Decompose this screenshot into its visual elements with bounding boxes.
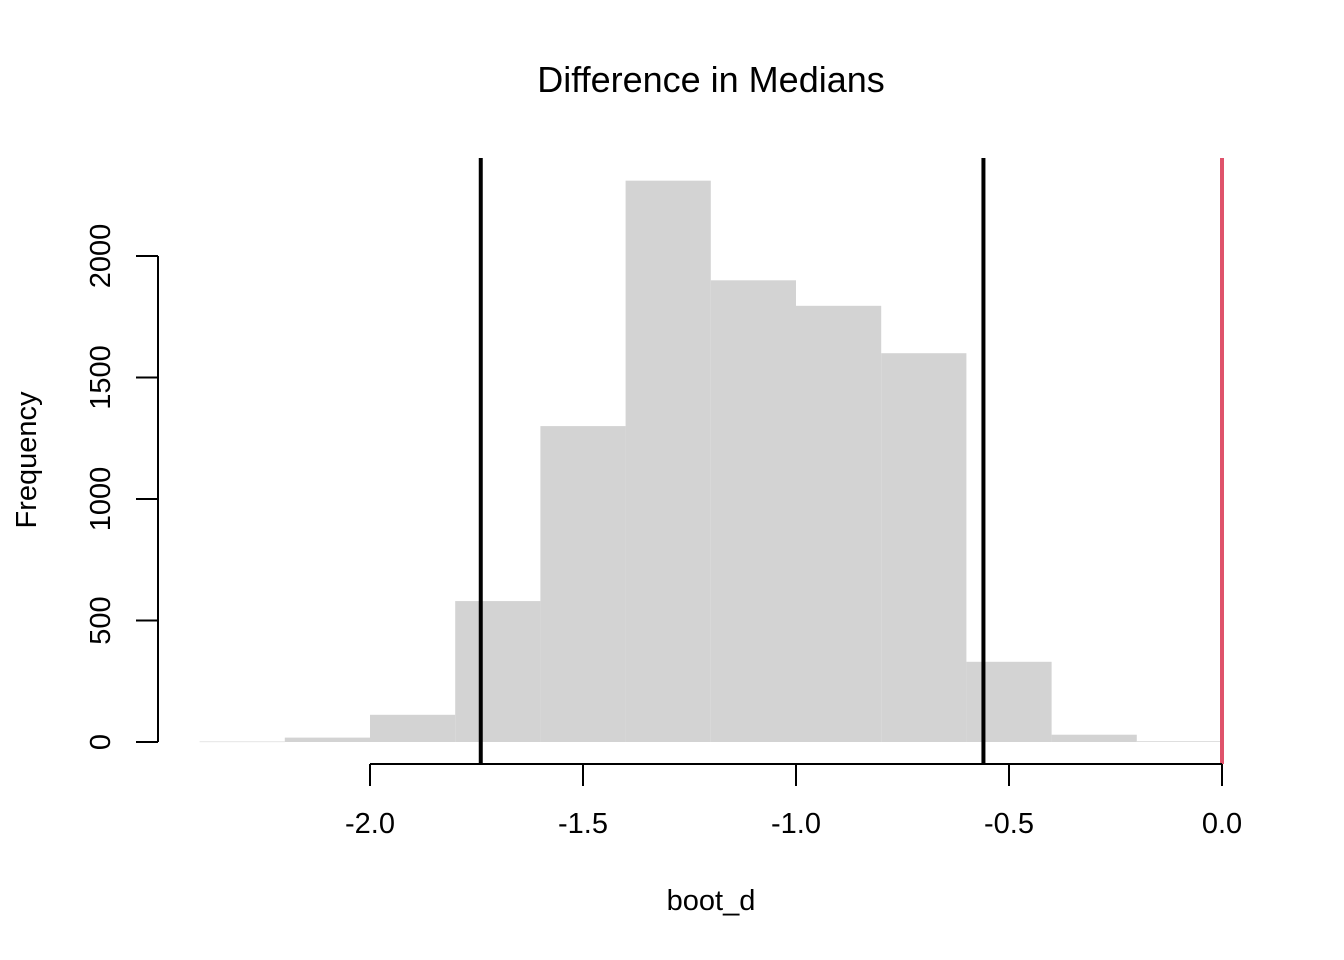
x-axis: -2.0 -1.5 -1.0 -0.5 0.0 [345, 763, 1242, 840]
histogram-bar [370, 714, 456, 742]
histogram-bar [455, 601, 541, 742]
histogram-bar [966, 661, 1052, 742]
chart-title: Difference in Medians [537, 59, 885, 100]
histogram-bar [796, 305, 882, 742]
histogram-bar [1051, 734, 1137, 742]
histogram-bar [1136, 741, 1222, 742]
x-tick-label: -1.5 [558, 808, 608, 840]
y-tick-label: 2000 [85, 224, 117, 289]
histogram-bar [540, 426, 626, 742]
x-tick-label: -1.0 [771, 808, 821, 840]
y-tick-label: 1000 [85, 467, 117, 532]
x-tick-label: -0.5 [984, 808, 1034, 840]
reference-lines [478, 158, 1224, 764]
histogram-bar [284, 737, 370, 742]
y-axis: 0 500 1000 1500 2000 [85, 224, 159, 750]
histogram-bar [625, 180, 711, 743]
histogram-bar [710, 280, 796, 742]
y-tick-label: 0 [85, 734, 117, 750]
histogram-bar [881, 353, 967, 742]
x-tick-label: -2.0 [345, 808, 395, 840]
x-tick-label: 0.0 [1202, 808, 1242, 840]
x-axis-title: boot_d [667, 885, 756, 917]
histogram-bar [199, 741, 285, 743]
y-tick-label: 500 [85, 596, 117, 644]
y-tick-label: 1500 [85, 345, 117, 410]
y-axis-title: Frequency [11, 391, 43, 529]
histogram-bars [199, 180, 1222, 743]
